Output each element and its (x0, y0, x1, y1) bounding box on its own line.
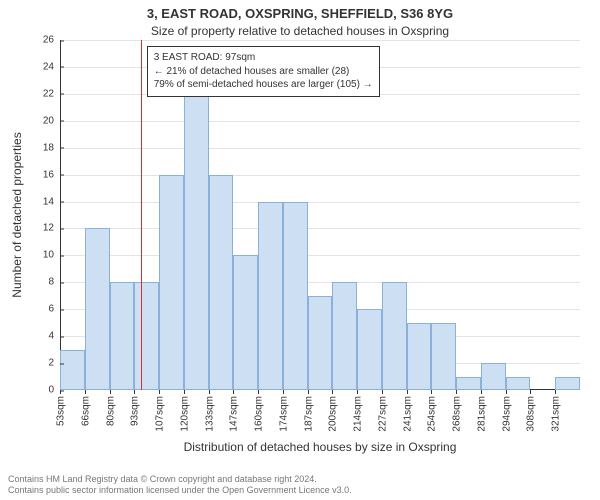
x-tick-mark (134, 390, 135, 394)
annotation-box: 3 EAST ROAD: 97sqm ← 21% of detached hou… (147, 46, 380, 97)
histogram-bar (308, 296, 333, 390)
y-axis-label: Number of detached properties (10, 40, 30, 390)
x-tick: 308sqm (524, 396, 537, 432)
x-tick: 160sqm (252, 396, 265, 432)
x-tick: 254sqm (425, 396, 438, 432)
x-tick-mark (233, 390, 234, 394)
histogram-bar (60, 350, 85, 390)
histogram-bar (555, 377, 580, 390)
y-tick: 22 (43, 88, 60, 99)
histogram-bar (481, 363, 506, 390)
plot-area: 3 EAST ROAD: 97sqm ← 21% of detached hou… (60, 40, 580, 390)
marker-line (141, 40, 142, 390)
x-tick: 133sqm (202, 396, 215, 432)
histogram-bar (456, 377, 481, 390)
x-tick: 294sqm (499, 396, 512, 432)
annotation-line2: ← 21% of detached houses are smaller (28… (154, 65, 373, 79)
x-tick: 227sqm (375, 396, 388, 432)
x-tick-mark (357, 390, 358, 394)
x-tick-mark (431, 390, 432, 394)
x-tick-mark (258, 390, 259, 394)
x-tick: 53sqm (54, 396, 67, 426)
x-tick-mark (283, 390, 284, 394)
x-tick: 321sqm (549, 396, 562, 432)
footer-text: Contains HM Land Registry data © Crown c… (8, 474, 352, 497)
x-tick-mark (555, 390, 556, 394)
histogram-bar (85, 228, 110, 390)
x-tick: 80sqm (103, 396, 116, 426)
x-tick: 281sqm (474, 396, 487, 432)
histogram-bar (184, 94, 209, 390)
chart-subtitle: Size of property relative to detached ho… (0, 24, 600, 38)
histogram-bar (233, 255, 258, 390)
x-tick: 120sqm (177, 396, 190, 432)
histogram-bar (283, 202, 308, 390)
y-tick: 14 (43, 196, 60, 207)
y-tick: 24 (43, 61, 60, 72)
chart-title: 3, EAST ROAD, OXSPRING, SHEFFIELD, S36 8… (0, 6, 600, 21)
y-tick: 0 (48, 385, 60, 396)
y-tick: 10 (43, 250, 60, 261)
x-tick-mark (456, 390, 457, 394)
x-tick-mark (308, 390, 309, 394)
y-tick: 8 (48, 277, 60, 288)
x-tick-mark (159, 390, 160, 394)
y-tick: 2 (48, 358, 60, 369)
y-tick: 26 (43, 35, 60, 46)
x-tick-mark (382, 390, 383, 394)
y-tick: 18 (43, 142, 60, 153)
x-tick: 174sqm (276, 396, 289, 432)
x-tick: 241sqm (400, 396, 413, 432)
x-tick: 268sqm (450, 396, 463, 432)
x-tick-mark (407, 390, 408, 394)
footer-line1: Contains HM Land Registry data © Crown c… (8, 474, 352, 485)
annotation-line3: 79% of semi-detached houses are larger (… (154, 78, 373, 92)
histogram-bar (382, 282, 407, 390)
histogram-bar (431, 323, 456, 390)
y-tick: 6 (48, 304, 60, 315)
histogram-bar (110, 282, 135, 390)
x-tick: 107sqm (153, 396, 166, 432)
histogram-bar (258, 202, 283, 390)
x-tick-mark (530, 390, 531, 394)
x-tick: 214sqm (351, 396, 364, 432)
x-tick-mark (481, 390, 482, 394)
y-tick: 20 (43, 115, 60, 126)
footer-line2: Contains public sector information licen… (8, 485, 352, 496)
histogram-bar (357, 309, 382, 390)
histogram-bar (407, 323, 432, 390)
x-tick: 93sqm (128, 396, 141, 426)
x-tick-mark (184, 390, 185, 394)
histogram-bar (506, 377, 531, 390)
y-tick: 4 (48, 331, 60, 342)
x-tick-mark (332, 390, 333, 394)
x-tick: 66sqm (78, 396, 91, 426)
x-tick-mark (209, 390, 210, 394)
x-tick-mark (60, 390, 61, 394)
annotation-line1: 3 EAST ROAD: 97sqm (154, 51, 373, 65)
x-axis-label: Distribution of detached houses by size … (60, 440, 580, 454)
x-tick-mark (110, 390, 111, 394)
histogram-bar (159, 175, 184, 390)
histogram-bar (134, 282, 159, 390)
y-tick: 12 (43, 223, 60, 234)
x-tick-mark (506, 390, 507, 394)
x-tick-mark (85, 390, 86, 394)
histogram-bar (209, 175, 234, 390)
x-tick: 147sqm (227, 396, 240, 432)
x-tick: 187sqm (301, 396, 314, 432)
y-tick: 16 (43, 169, 60, 180)
chart-container: 3, EAST ROAD, OXSPRING, SHEFFIELD, S36 8… (0, 0, 600, 500)
histogram-bar (332, 282, 357, 390)
x-tick: 200sqm (326, 396, 339, 432)
